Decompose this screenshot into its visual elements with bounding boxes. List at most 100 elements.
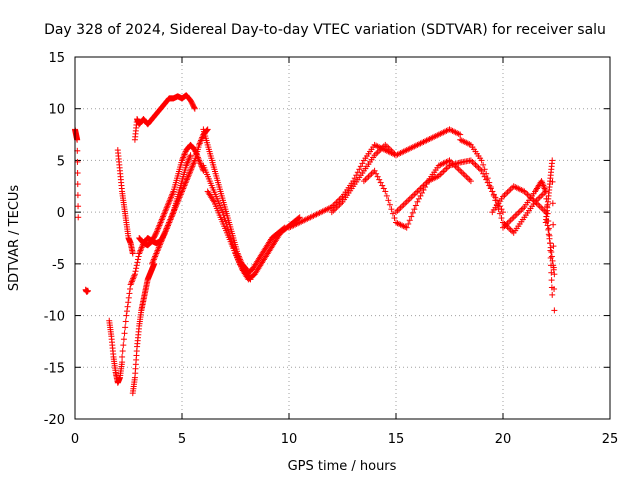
data-point	[467, 178, 474, 185]
data-point	[174, 198, 181, 205]
data-point-interp	[550, 243, 557, 250]
data-point-interp	[180, 185, 187, 192]
data-point	[127, 281, 134, 288]
data-point-interp	[159, 215, 166, 222]
data-point-interp	[163, 226, 170, 233]
data-point	[457, 167, 464, 174]
data-point-interp	[418, 189, 425, 196]
data-point	[84, 287, 91, 294]
data-point-interp	[412, 189, 419, 196]
data-point-interp	[153, 249, 160, 256]
data-point-interp	[181, 182, 188, 189]
data-point	[457, 131, 464, 138]
data-point-interp	[409, 209, 416, 216]
data-point-interp	[535, 201, 542, 208]
data-point-interp	[237, 257, 244, 264]
data-point-interp	[162, 228, 169, 235]
data-point-interp	[189, 163, 196, 170]
data-point-interp	[399, 203, 406, 210]
data-point	[157, 240, 164, 247]
data-point-interp	[186, 170, 193, 177]
data-point-interp	[548, 249, 555, 256]
data-point	[538, 178, 545, 185]
data-point	[187, 152, 194, 159]
data-point-interp	[515, 209, 522, 216]
data-point-interp	[185, 172, 192, 179]
data-point-interp	[548, 253, 555, 260]
data-point	[191, 105, 198, 112]
data-point-interp	[155, 244, 162, 251]
data-point-interp	[128, 280, 135, 287]
data-point-interp	[135, 253, 142, 260]
data-point-interp	[125, 299, 132, 306]
data-point-interp	[411, 206, 418, 213]
data-point-interp	[182, 181, 189, 188]
data-point-interp	[179, 186, 186, 193]
data-point-interp	[516, 208, 523, 215]
x-tick-label: 20	[495, 432, 512, 447]
x-tick-label: 25	[602, 432, 619, 447]
data-point-interp	[183, 176, 190, 183]
data-point	[243, 266, 250, 273]
data-point	[500, 209, 506, 216]
data-point	[161, 229, 168, 236]
data-point-interp	[374, 173, 381, 180]
chart-title: Day 328 of 2024, Sidereal Day-to-day VTE…	[44, 22, 606, 38]
data-point-interp	[160, 213, 167, 220]
data-point	[403, 224, 410, 231]
data-point-interp	[167, 195, 174, 202]
data-point-interp	[507, 226, 514, 233]
data-point-interp	[545, 231, 552, 238]
data-point	[360, 178, 367, 185]
data-point-interp	[506, 187, 513, 194]
data-point-interp	[164, 201, 171, 208]
data-point-interp	[540, 182, 547, 189]
data-point	[549, 291, 556, 298]
data-point-interp	[415, 195, 422, 202]
data-point-interp	[337, 195, 344, 202]
data-point-interp	[545, 226, 552, 233]
x-tick-label: 0	[71, 432, 79, 447]
data-point-interp	[126, 290, 133, 297]
data-point-interp	[509, 228, 516, 235]
data-point-interp	[440, 168, 447, 175]
data-point	[247, 276, 254, 283]
data-point-interp	[154, 226, 161, 233]
data-point	[131, 271, 138, 278]
data-point-interp	[362, 176, 369, 183]
data-point-interp	[172, 204, 179, 211]
data-point	[183, 178, 190, 185]
data-points	[72, 92, 558, 397]
data-point-interp	[420, 182, 427, 189]
data-point-interp	[165, 220, 172, 227]
data-point-interp	[397, 204, 404, 211]
data-point-interp	[422, 181, 429, 188]
data-point-interp	[417, 185, 424, 192]
data-point	[393, 209, 399, 216]
data-point-interp	[243, 267, 250, 274]
data-point	[382, 188, 389, 195]
data-point-interp	[134, 256, 141, 263]
data-point	[129, 250, 136, 257]
data-point-interp	[74, 181, 81, 188]
data-point-interp	[280, 225, 287, 232]
y-tick-label: 5	[57, 154, 65, 169]
data-point-interp	[185, 158, 192, 165]
data-point-interp	[539, 181, 546, 188]
data-point-interp	[386, 201, 393, 208]
data-point-interp	[385, 197, 392, 204]
data-point-interp	[550, 221, 557, 228]
data-point-interp	[130, 274, 137, 281]
data-point-interp	[178, 189, 185, 196]
data-point-interp	[161, 231, 168, 238]
data-point-interp	[498, 215, 505, 222]
data-point-interp	[550, 264, 557, 271]
data-point	[75, 214, 82, 221]
data-point	[234, 250, 241, 257]
data-point-interp	[415, 186, 422, 193]
data-point-interp	[152, 251, 159, 258]
data-point-interp	[490, 192, 497, 199]
y-axis-label: SDTVAR / TECUs	[7, 185, 22, 292]
data-point	[542, 188, 549, 195]
data-point-interp	[411, 191, 418, 198]
